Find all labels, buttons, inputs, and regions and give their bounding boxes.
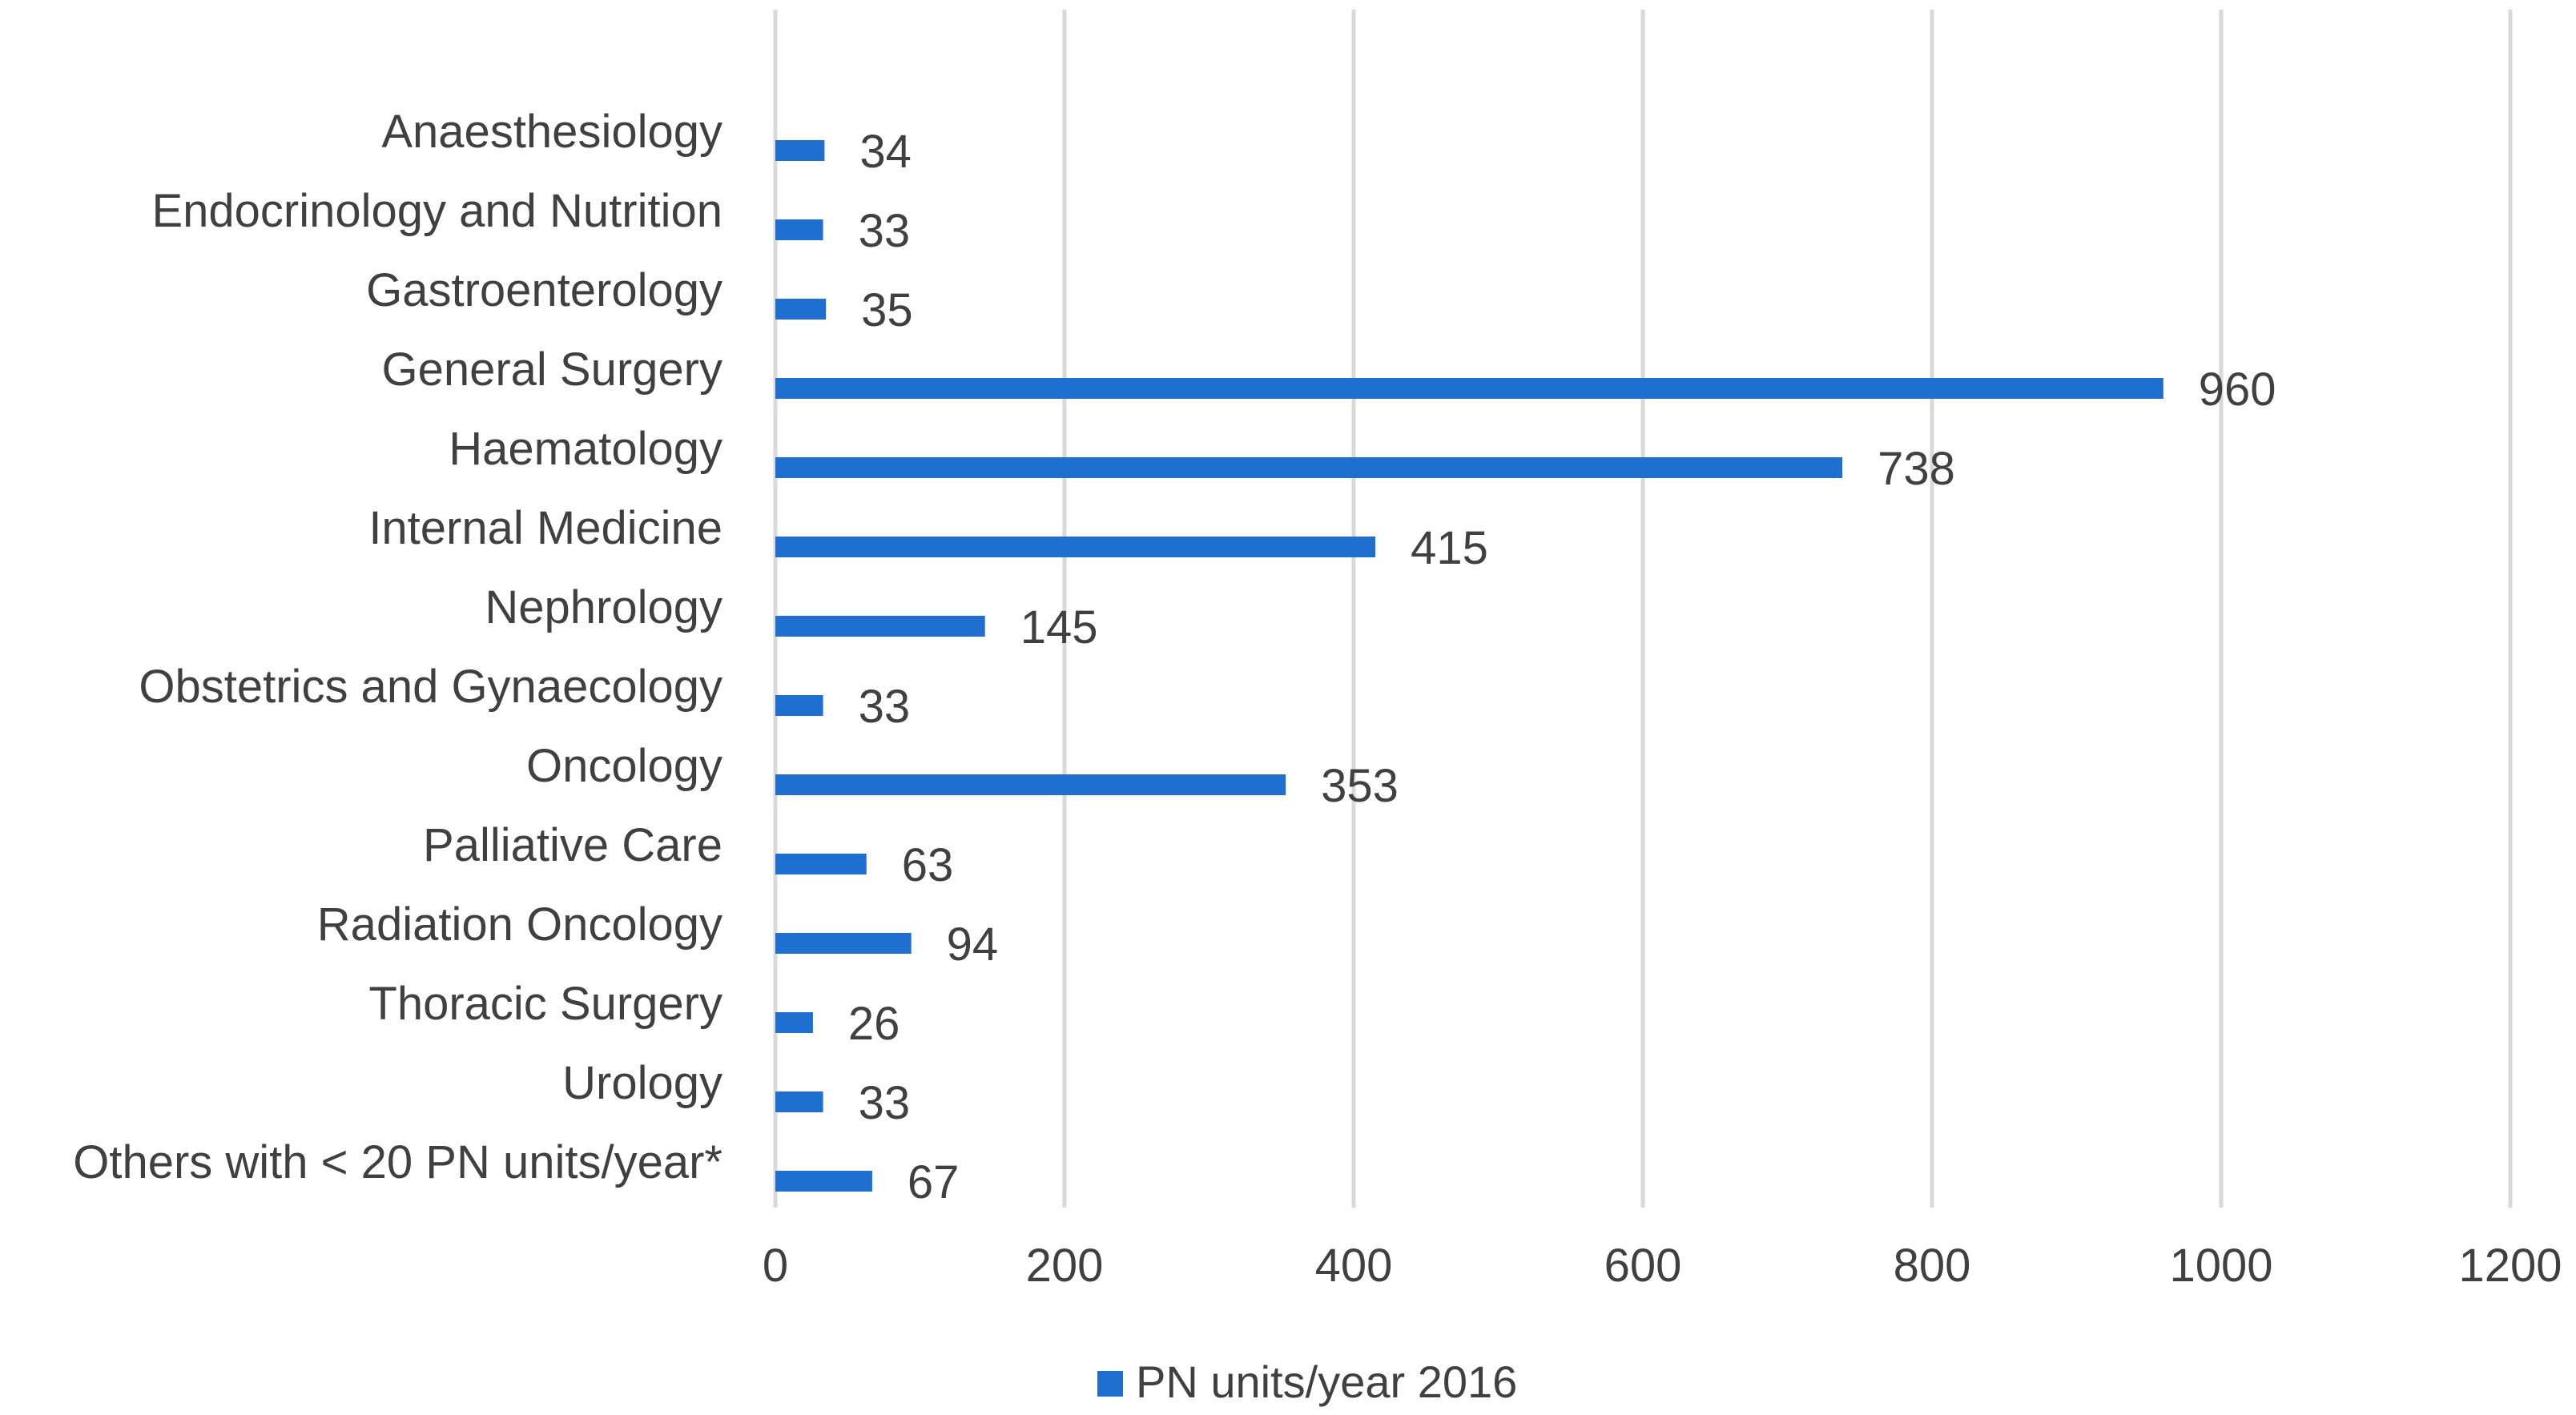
x-tick-label-0: 0 — [763, 1240, 788, 1292]
category-label: Thoracic Surgery — [368, 978, 722, 1030]
category-label: Palliative Care — [423, 819, 722, 871]
bar — [775, 774, 1286, 795]
x-tick-label-200: 200 — [1026, 1240, 1104, 1292]
category-label: Others with < 20 PN units/year* — [73, 1136, 722, 1188]
data-labels: 34 33 35 960 738 415 145 33 353 63 94 26 33 67 — [848, 126, 2276, 1208]
bar — [775, 1091, 823, 1112]
x-tick-label-600: 600 — [1604, 1240, 1682, 1292]
bar — [775, 299, 827, 320]
legend-swatch — [1097, 1371, 1123, 1397]
gridlines — [773, 10, 2513, 1208]
x-tick-label-1000: 1000 — [2169, 1240, 2272, 1292]
data-label: 960 — [2199, 364, 2276, 416]
data-label: 34 — [859, 126, 912, 178]
x-tick-label-400: 400 — [1315, 1240, 1393, 1292]
data-label: 353 — [1321, 760, 1399, 812]
category-label: Oncology — [526, 740, 722, 792]
category-label: Radiation Oncology — [317, 898, 722, 951]
category-label: Anaesthesiology — [381, 106, 722, 158]
data-label: 35 — [861, 284, 913, 336]
bar — [775, 616, 985, 637]
bar — [775, 695, 823, 716]
x-axis-tick-labels: 0 200 400 600 800 1000 1200 — [763, 1240, 2562, 1292]
data-label: 67 — [908, 1156, 960, 1208]
bar — [775, 854, 867, 874]
x-tick-label-1200: 1200 — [2458, 1240, 2562, 1292]
bar — [775, 1012, 813, 1033]
data-label: 94 — [947, 919, 999, 971]
data-label: 33 — [859, 1077, 911, 1129]
category-label: Internal Medicine — [368, 502, 722, 554]
bar — [775, 140, 825, 161]
category-label: Obstetrics and Gynaecology — [139, 661, 722, 713]
data-label: 145 — [1020, 601, 1098, 653]
bar — [775, 219, 823, 240]
category-label: Haematology — [449, 423, 722, 475]
category-label: General Surgery — [381, 344, 722, 396]
x-tick-label-800: 800 — [1894, 1240, 1971, 1292]
data-label: 33 — [859, 205, 911, 257]
data-label: 63 — [902, 839, 954, 891]
data-label: 415 — [1411, 522, 1488, 574]
bar — [775, 537, 1376, 557]
data-label: 33 — [859, 681, 911, 733]
bar — [775, 933, 912, 954]
bar — [775, 457, 1843, 478]
data-label: 738 — [1878, 443, 1955, 495]
bars — [775, 140, 2163, 1192]
category-label: Endocrinology and Nutrition — [151, 185, 722, 237]
legend-label: PN units/year 2016 — [1136, 1357, 1517, 1407]
category-label: Gastroenterology — [366, 264, 722, 316]
legend: PN units/year 2016 — [1097, 1357, 1517, 1407]
bar — [775, 378, 2163, 399]
category-label: Nephrology — [485, 581, 722, 633]
category-label: Urology — [562, 1057, 722, 1109]
category-labels: Anaesthesiology Endocrinology and Nutriti… — [73, 106, 722, 1188]
data-label: 26 — [848, 998, 900, 1050]
bar — [775, 1171, 872, 1192]
